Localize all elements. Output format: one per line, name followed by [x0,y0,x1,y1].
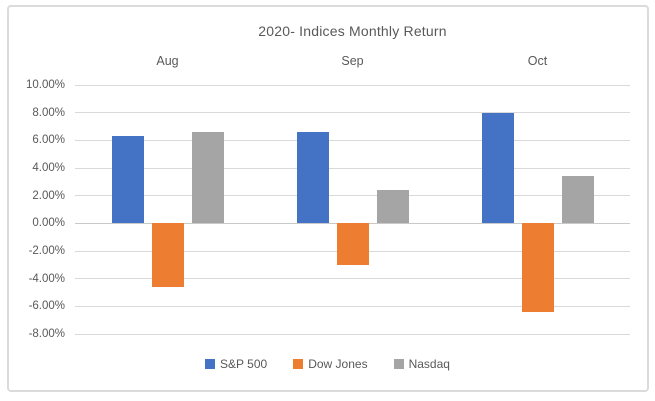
bar-nasdaq-oct [561,176,594,224]
y-axis-tick-label: -2.00% [28,245,65,257]
y-axis-tick-label: 10.00% [25,79,65,91]
legend-label-sp500: S&P 500 [220,357,268,371]
legend-item-sp500: S&P 500 [205,357,267,371]
bar-dowjones-aug [151,223,184,287]
gridline [75,278,630,280]
gridline [75,139,630,141]
y-axis-tick-label: 2.00% [32,189,65,202]
chart-title: 2020- Indices Monthly Return [258,23,447,39]
gridline [75,305,630,307]
bar-sp500-aug [111,136,144,224]
y-axis-tick-label: -4.00% [28,272,65,285]
legend-label-nasdaq: Nasdaq [408,357,450,371]
gridline [75,333,630,335]
legend-marker-nasdaq [393,359,404,369]
legend-marker-sp500 [205,359,216,369]
bar-nasdaq-sep [376,190,409,224]
bar-dowjones-oct [521,223,554,312]
y-axis-tick-label: 8.00% [32,106,65,119]
bar-dowjones-sep [336,223,369,265]
gridline [75,84,630,86]
y-axis-tick-label: -8.00% [28,328,65,340]
y-axis-tick-label: 0.00% [32,217,65,230]
legend-marker-dowjones [293,359,304,369]
gridline [75,195,630,197]
legend-label-dowjones: Dow Jones [308,357,368,371]
y-axis-tick-label: -6.00% [28,300,65,313]
legend-item-nasdaq: Nasdaq [393,357,450,371]
category-label-aug: Aug [156,54,179,68]
legend: S&P 500 Dow Jones Nasdaq [0,357,655,371]
y-axis-tick-label: 4.00% [32,162,65,174]
category-label-sep: Sep [341,54,364,68]
bar-sp500-sep [296,132,329,224]
legend-item-dowjones: Dow Jones [293,357,368,371]
bar-sp500-oct [481,112,514,224]
category-label-oct: Oct [527,54,548,68]
bar-nasdaq-aug [191,132,224,224]
y-axis-tick-label: 6.00% [32,134,65,147]
gridline [75,112,630,114]
gridline [75,167,630,169]
